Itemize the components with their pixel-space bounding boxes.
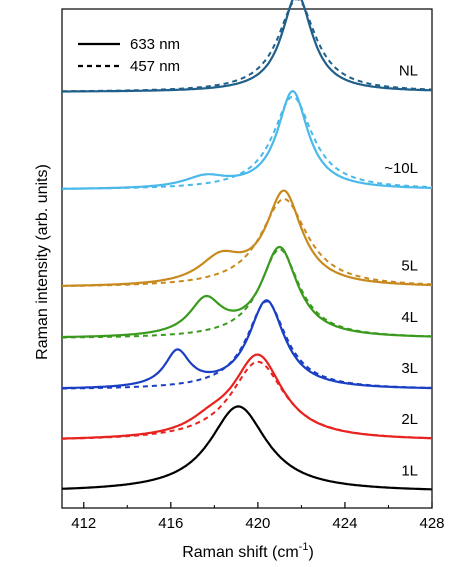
plot-frame: [61, 8, 433, 509]
curve-10L-633nm: [62, 90, 432, 190]
x-tick-label: 428: [419, 515, 444, 532]
curve-label-2L: 2L: [401, 411, 418, 428]
curve-label-1L: 1L: [401, 462, 418, 479]
curve-label-3L: 3L: [401, 360, 418, 377]
curve-10L-457nm: [61, 95, 433, 190]
x-tick-label: 424: [332, 515, 357, 532]
curve-2L-457nm: [62, 360, 433, 440]
x-tick-label: 420: [245, 515, 270, 532]
x-tick-label: 412: [71, 515, 96, 532]
x-axis-title: Raman shift (cm-1): [182, 541, 314, 561]
curve-5L-457nm: [62, 197, 433, 287]
legend-label: 633 nm: [130, 36, 180, 53]
curve-label-NL: NL: [399, 62, 418, 79]
legend-label: 457 nm: [130, 58, 180, 75]
curve-3L-633nm: [62, 299, 433, 390]
x-tick-label: 416: [158, 515, 183, 532]
curve-4L-457nm: [62, 248, 432, 339]
curve-label-10L: ~10L: [384, 160, 418, 177]
curve-NL-633nm: [62, 0, 432, 93]
curve-1L-633nm: [61, 405, 432, 491]
y-axis-title: Raman intensity (arb. units): [34, 164, 51, 360]
curve-3L-457nm: [62, 300, 432, 390]
curve-5L-633nm: [62, 189, 432, 287]
curve-NL-457nm: [62, 0, 432, 93]
curve-2L-633nm: [62, 353, 432, 440]
curve-label-4L: 4L: [401, 309, 418, 326]
curve-label-5L: 5L: [401, 258, 418, 275]
curve-4L-633nm: [62, 245, 432, 339]
